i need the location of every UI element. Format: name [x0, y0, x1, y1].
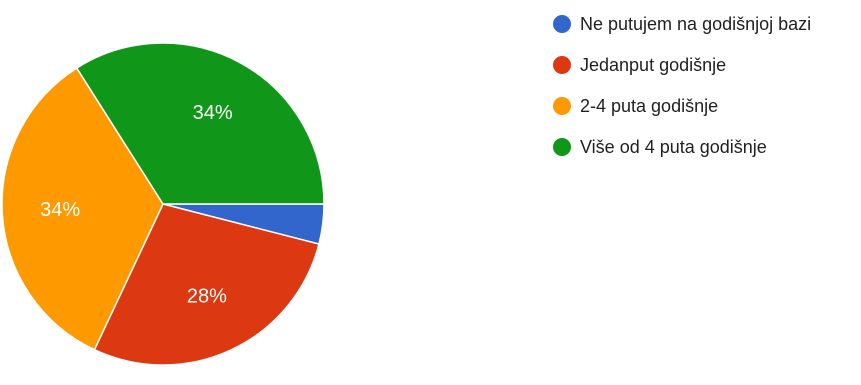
legend-item[interactable]: Više od 4 puta godišnje	[553, 136, 811, 158]
slice-label: 34%	[193, 102, 233, 124]
pie-slice[interactable]	[93, 203, 320, 366]
legend-item[interactable]: Jedanput godišnje	[553, 54, 811, 76]
pie-slice[interactable]	[75, 42, 325, 205]
slice-label: 34%	[40, 199, 80, 221]
legend-marker	[553, 97, 571, 115]
pie-slice[interactable]	[1, 67, 164, 351]
legend-item[interactable]: Ne putujem na godišnjoj bazi	[553, 13, 811, 35]
legend-item[interactable]: 2-4 puta godišnje	[553, 95, 811, 117]
legend-marker	[553, 138, 571, 156]
slice-label: 28%	[187, 286, 227, 308]
legend-marker	[553, 15, 571, 33]
legend-label: Više od 4 puta godišnje	[580, 136, 767, 157]
legend-label: Ne putujem na godišnjoj bazi	[580, 13, 812, 34]
legend: Ne putujem na godišnjoj bazi Jedanput go…	[553, 13, 811, 177]
legend-label: 2-4 puta godišnje	[580, 95, 719, 116]
legend-label: Jedanput godišnje	[580, 54, 727, 75]
legend-marker	[553, 56, 571, 74]
